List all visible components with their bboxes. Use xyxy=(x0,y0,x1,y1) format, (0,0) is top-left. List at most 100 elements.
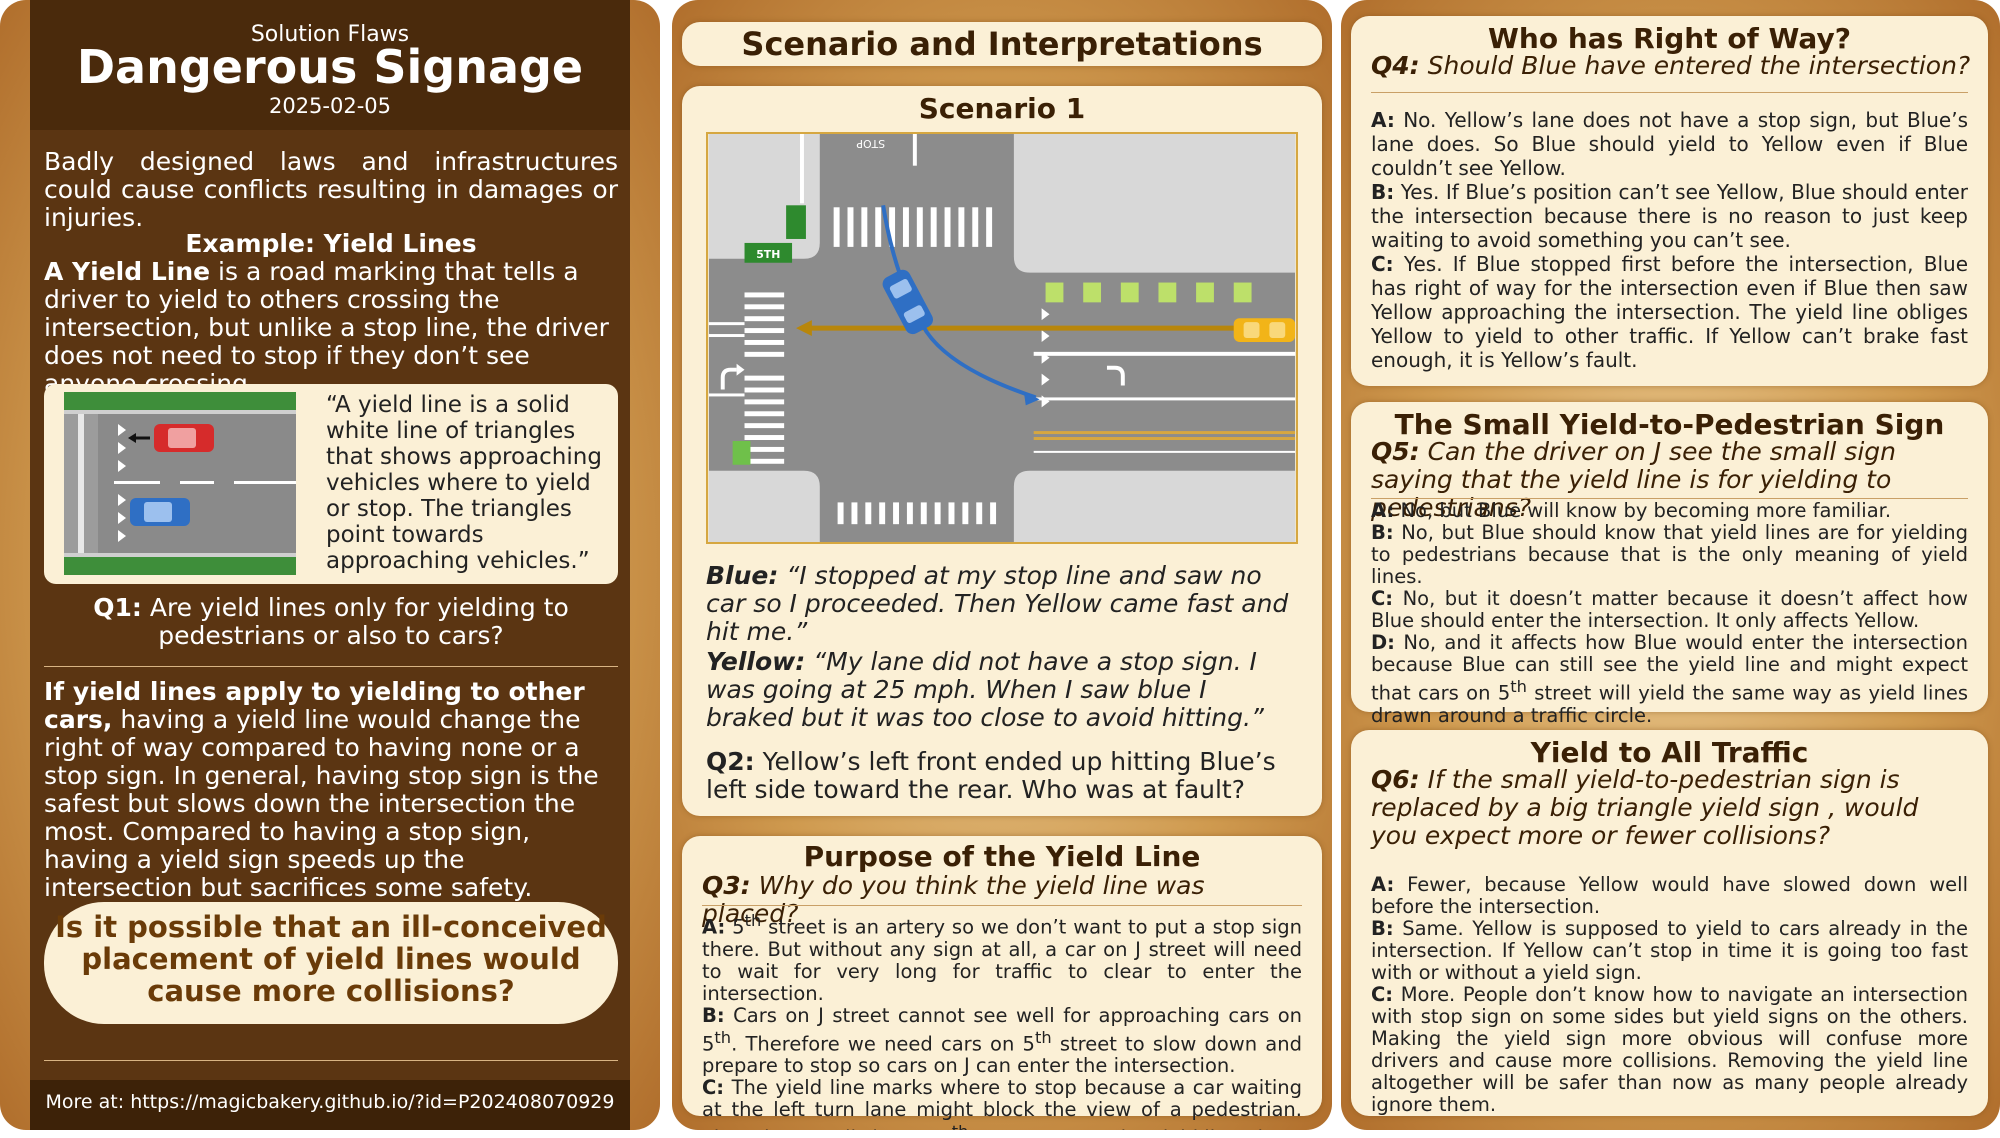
question-5-text: Can the driver on J see the small sign s… xyxy=(1371,437,1896,522)
right-of-way-explanation: If yield lines apply to yielding to othe… xyxy=(44,678,618,902)
purpose-card: Purpose of the Yield Line Q3: Why do you… xyxy=(682,836,1322,1130)
answer-c: C: The yield line marks where to stop be… xyxy=(702,1076,1302,1131)
street-name-label: 5TH xyxy=(756,248,780,261)
divider xyxy=(1371,92,1968,93)
blue-statement: Blue: “I stopped at my stop line and saw… xyxy=(706,562,1300,646)
small-sign-answers: A: No, but Blue will know by becoming mo… xyxy=(1371,500,1968,727)
answer-text: No, but it doesn’t matter because it doe… xyxy=(1371,587,1968,632)
answer-a: A: Fewer, because Yellow would have slow… xyxy=(1371,874,1968,918)
left-panel: Solution Flaws Dangerous Signage 2025-02… xyxy=(0,0,660,1130)
answer-label: C: xyxy=(702,1076,725,1099)
superscript: th xyxy=(744,911,762,930)
answer-label: B: xyxy=(1371,917,1394,940)
superscript: th xyxy=(952,1122,969,1130)
footer-link[interactable]: More at: https://magicbakery.github.io/?… xyxy=(30,1080,630,1130)
right-of-way-title: Who has Right of Way? xyxy=(1488,22,1851,55)
question-4: Q4: Should Blue have entered the interse… xyxy=(1371,52,1971,80)
all-traffic-answers: A: Fewer, because Yellow would have slow… xyxy=(1371,874,1968,1116)
sidewalk-corner xyxy=(708,470,820,542)
intersection-diagram: STOP 5TH xyxy=(706,132,1298,544)
answer-label: A: xyxy=(1371,499,1395,522)
header-date: 2025-02-05 xyxy=(268,94,392,118)
answer-label: C: xyxy=(1371,983,1394,1006)
yield-line-quote-box: “A yield line is a solid white line of t… xyxy=(44,384,618,584)
yellow-car xyxy=(1233,318,1296,342)
divider xyxy=(702,905,1302,906)
answer-c: C: Yes. If Blue stopped first before the… xyxy=(1371,252,1968,372)
answer-label: C: xyxy=(1371,587,1394,610)
answer-text: No, but Blue should know that yield line… xyxy=(1371,521,1968,588)
answer-text: street next to the yield line about this… xyxy=(702,1127,1302,1130)
example-definition: A Yield Line is a road marking that tell… xyxy=(44,258,618,398)
yellow-label: Yellow: xyxy=(706,647,806,676)
question-1-text: Are yield lines only for yielding to ped… xyxy=(141,593,569,650)
answer-label: B: xyxy=(1371,521,1394,544)
answer-label: B: xyxy=(1371,180,1395,204)
street-sign-post xyxy=(786,205,806,239)
question-1: Q1: Are yield lines only for yielding to… xyxy=(44,594,618,650)
answer-c: C: More. People don’t know how to naviga… xyxy=(1371,984,1968,1116)
key-question-callout: Is it possible that an ill-conceived pla… xyxy=(44,902,618,1024)
divider xyxy=(44,666,618,667)
example-term: A Yield Line xyxy=(44,257,211,286)
answer-text: The yield line marks where to stop becau… xyxy=(702,1076,1302,1130)
answer-b: B: No, but Blue should know that yield l… xyxy=(1371,522,1968,588)
crosswalk-bottom xyxy=(837,502,997,525)
scenario-card: Scenario 1 xyxy=(682,86,1322,816)
section-title: Scenario and Interpretations xyxy=(741,25,1263,63)
answer-c: C: No, but it doesn’t matter because it … xyxy=(1371,588,1968,632)
answer-b: B: Yes. If Blue’s position can’t see Yel… xyxy=(1371,180,1968,252)
right-of-way-answers: A: No. Yellow’s lane does not have a sto… xyxy=(1371,108,1968,372)
question-1-label: Q1: xyxy=(93,593,142,622)
question-2-label: Q2: xyxy=(706,747,755,776)
yield-markers xyxy=(1045,282,1252,303)
all-traffic-title: Yield to All Traffic xyxy=(1530,736,1809,769)
answer-text: . Therefore we need cars on 5 xyxy=(731,1032,1035,1055)
street-name-sign xyxy=(744,242,793,263)
answer-text: Cars on J street cannot see well for app… xyxy=(702,1003,1302,1055)
header-kicker: Solution Flaws xyxy=(250,22,410,47)
answer-label: A: xyxy=(1371,108,1395,132)
sidewalk-corner xyxy=(1013,470,1296,542)
answer-text: street is an artery so we don’t want to … xyxy=(702,915,1303,1005)
explanation-lead: If yield lines apply to yielding to othe… xyxy=(44,677,585,734)
question-4-label: Q4: xyxy=(1371,51,1420,80)
yellow-quote: “My lane did not have a stop sign. I was… xyxy=(706,647,1264,732)
answer-text: street will yield the same way as yield … xyxy=(1371,681,1968,727)
crosswalk-left xyxy=(744,292,785,464)
question-3: Q3: Why do you think the yield line was … xyxy=(702,872,1302,928)
answer-a: A: No, but Blue will know by becoming mo… xyxy=(1371,500,1968,522)
section-title-card: Scenario and Interpretations xyxy=(682,22,1322,66)
right-panel: Who has Right of Way? Q4: Should Blue ha… xyxy=(1341,0,2000,1130)
road-marking-text: STOP xyxy=(856,137,885,150)
page-title: Dangerous Signage xyxy=(76,40,584,94)
question-2: Q2: Yellow’s left front ended up hitting… xyxy=(706,748,1300,804)
intro-text: Badly designed laws and infrastructures … xyxy=(44,147,618,232)
answer-label: B: xyxy=(702,1003,725,1027)
answer-d: D: No, and it affects how Blue would ent… xyxy=(1371,632,1968,727)
yellow-statement: Yellow: “My lane did not have a stop sig… xyxy=(706,648,1300,732)
question-3-text: Why do you think the yield line was plac… xyxy=(702,871,1205,928)
page-header: Solution Flaws Dangerous Signage 2025-02… xyxy=(30,0,630,130)
superscript: th xyxy=(714,1027,732,1047)
answer-text: Yes. If Blue’s position can’t see Yellow… xyxy=(1371,180,1968,252)
answer-text: No, but Blue will know by becoming more … xyxy=(1394,499,1892,522)
answer-text: Fewer, because Yellow would have slowed … xyxy=(1371,873,1968,918)
answer-label: C: xyxy=(1371,252,1394,276)
answer-text: Same. Yellow is supposed to yield to car… xyxy=(1371,917,1968,984)
example-heading: Example: Yield Lines xyxy=(185,229,477,258)
question-6-text: If the small yield-to-pedestrian sign is… xyxy=(1371,765,1919,850)
purpose-title: Purpose of the Yield Line xyxy=(803,840,1201,873)
answer-a: A: 5th street is an artery so we don’t w… xyxy=(702,910,1302,1005)
question-4-text: Should Blue have entered the intersectio… xyxy=(1419,51,1971,80)
middle-panel: Scenario and Interpretations Scenario 1 xyxy=(672,0,1332,1130)
left-panel-body: Solution Flaws Dangerous Signage 2025-02… xyxy=(30,0,630,1130)
answer-a: A: No. Yellow’s lane does not have a sto… xyxy=(1371,108,1968,180)
small-sign-card: The Small Yield-to-Pedestrian Sign Q5: C… xyxy=(1351,402,1988,726)
answer-text: street to slow down and prepare to stop … xyxy=(702,1032,1302,1077)
answer-label: D: xyxy=(1371,631,1395,654)
small-sign-title: The Small Yield-to-Pedestrian Sign xyxy=(1394,408,1945,441)
question-3-label: Q3: xyxy=(702,871,751,900)
answer-b: B: Same. Yellow is supposed to yield to … xyxy=(1371,918,1968,984)
purpose-answers: A: 5th street is an artery so we don’t w… xyxy=(702,910,1302,1130)
